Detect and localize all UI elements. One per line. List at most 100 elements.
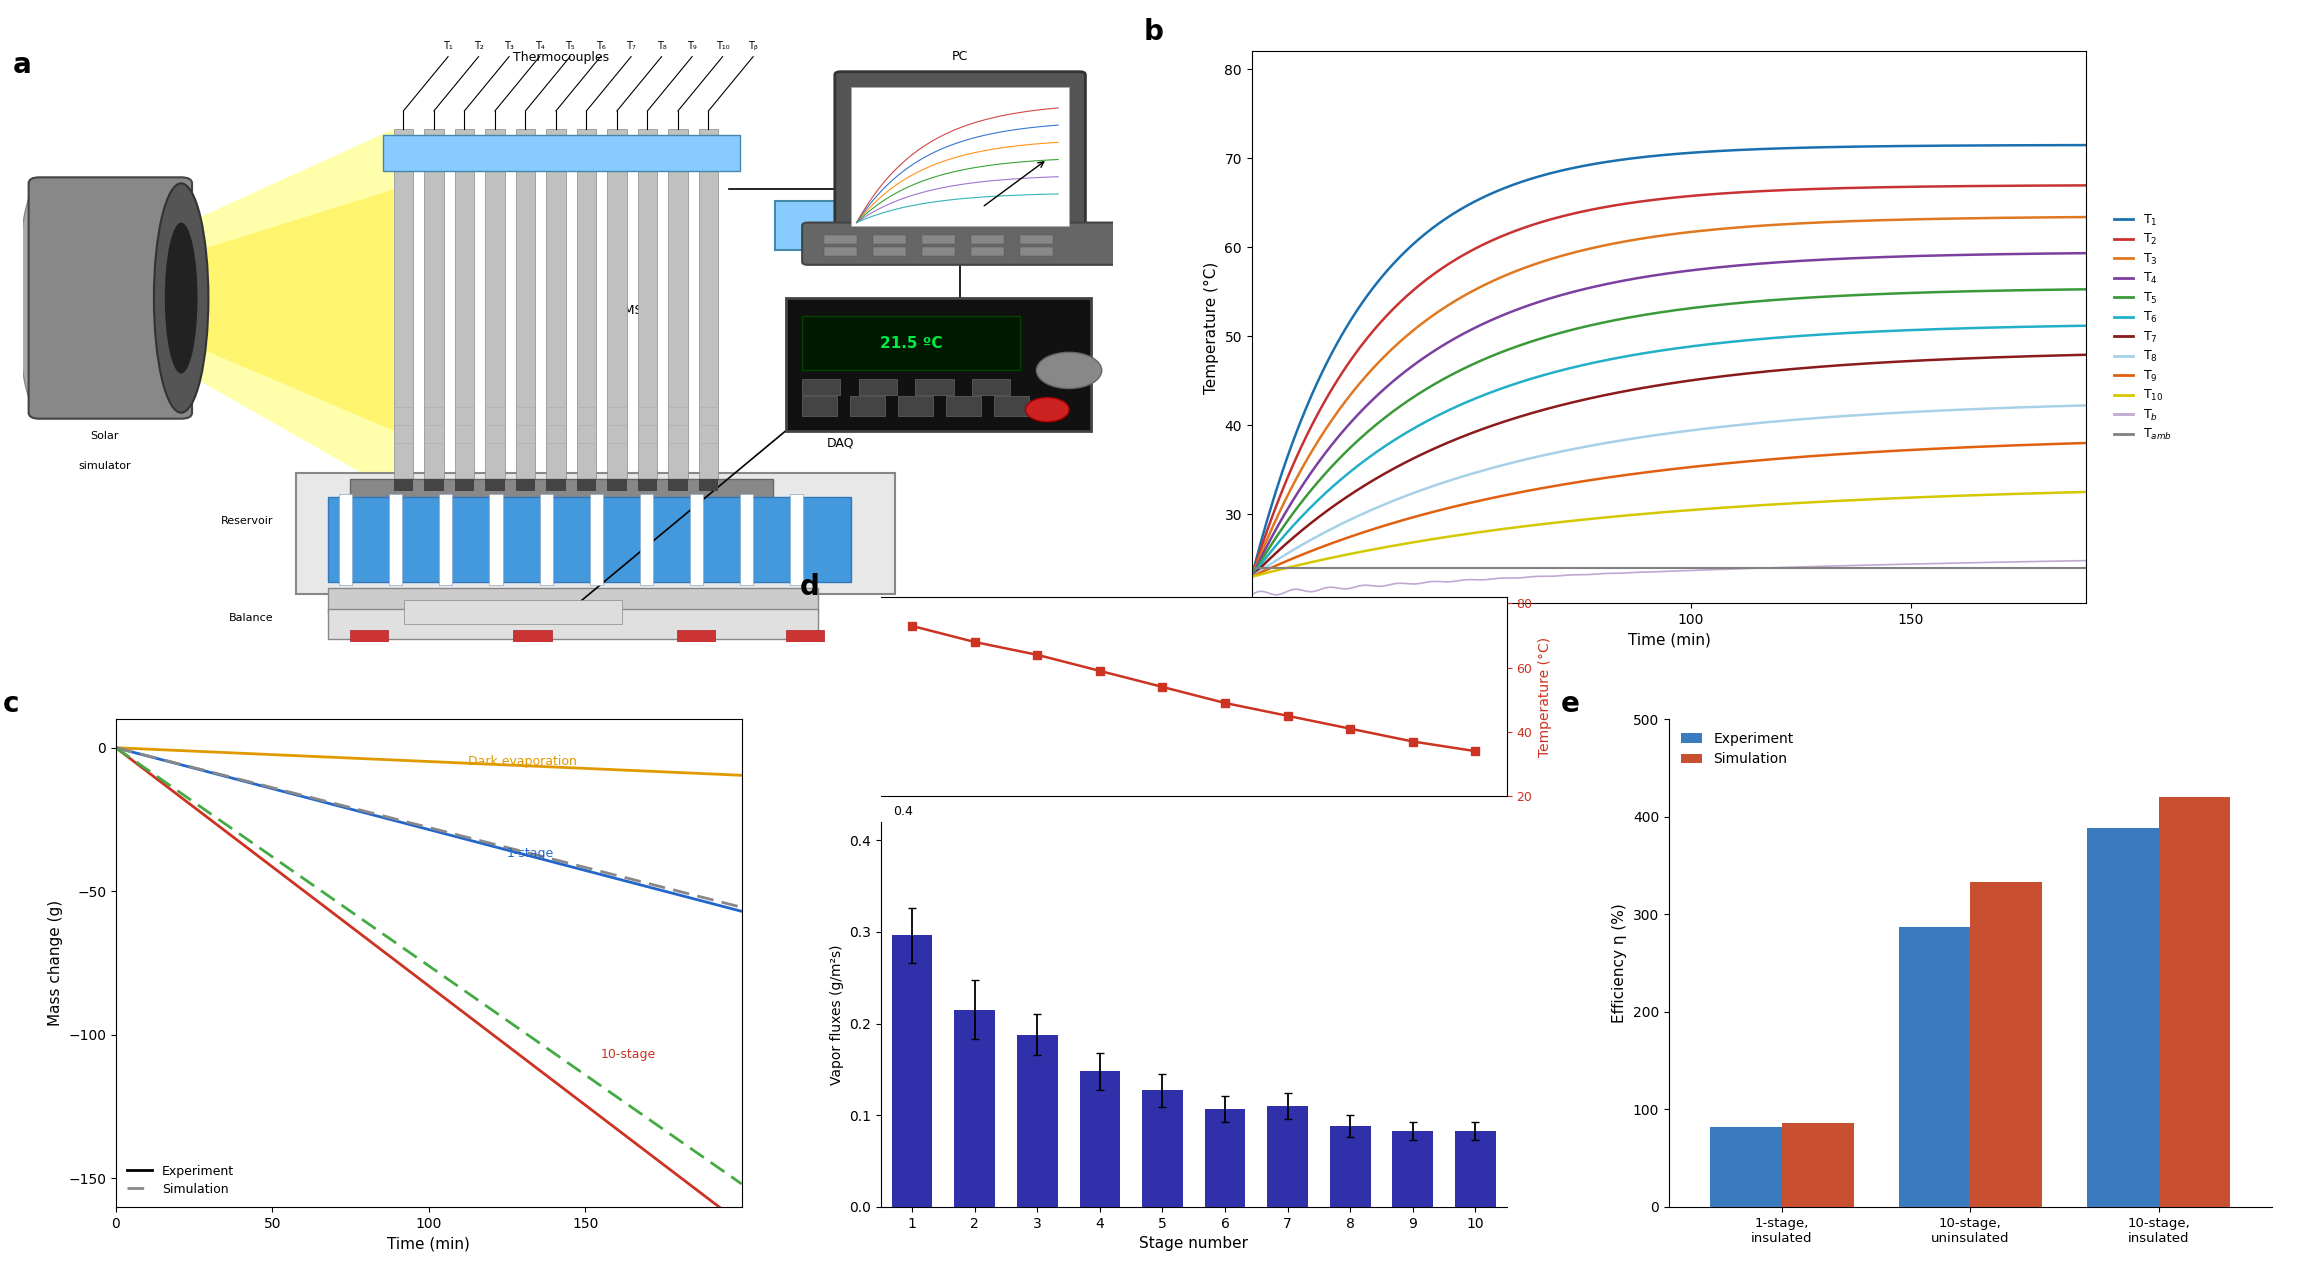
Bar <box>403 600 621 624</box>
Bar <box>640 494 654 584</box>
Bar <box>329 588 818 612</box>
Bar <box>424 479 443 492</box>
Bar <box>1456 1131 1495 1207</box>
Text: T₃: T₃ <box>503 41 515 50</box>
Bar <box>971 235 1004 244</box>
Bar <box>577 479 596 492</box>
Bar <box>946 397 981 416</box>
Bar <box>892 936 932 1207</box>
Bar <box>2158 797 2230 1207</box>
Bar <box>637 128 658 492</box>
Text: 0.4: 0.4 <box>892 805 913 818</box>
Text: T₁: T₁ <box>443 41 452 50</box>
Text: T₁₀: T₁₀ <box>716 41 730 50</box>
Bar <box>691 494 702 584</box>
Bar <box>739 494 753 584</box>
Bar <box>1205 1109 1245 1207</box>
Text: PC: PC <box>953 50 969 63</box>
Ellipse shape <box>153 184 209 412</box>
Text: Tᵦ: Tᵦ <box>749 41 758 50</box>
Y-axis label: Vapor fluxes (g/m²s): Vapor fluxes (g/m²s) <box>830 944 844 1085</box>
Bar <box>394 128 413 492</box>
Bar <box>454 128 475 492</box>
Bar <box>668 479 688 492</box>
Text: b: b <box>1143 18 1164 46</box>
Bar <box>489 494 503 584</box>
Polygon shape <box>181 128 394 492</box>
Bar <box>1898 927 1970 1207</box>
Bar <box>424 128 443 492</box>
Text: 10-stage: 10-stage <box>600 1048 656 1061</box>
Bar <box>971 380 1011 394</box>
Bar <box>1970 882 2042 1207</box>
Bar <box>923 247 955 256</box>
Text: 21.5 ºC: 21.5 ºC <box>881 336 943 351</box>
Circle shape <box>1025 398 1069 421</box>
Bar <box>874 247 906 256</box>
Text: DAQ: DAQ <box>828 437 853 449</box>
Circle shape <box>1036 352 1101 389</box>
Bar <box>923 235 955 244</box>
Bar <box>1080 1071 1120 1207</box>
Text: simulator: simulator <box>79 461 132 471</box>
Bar <box>329 497 851 582</box>
X-axis label: Time (min): Time (min) <box>1627 633 1711 647</box>
Text: 1-stage: 1-stage <box>508 847 554 860</box>
Legend: T$_1$, T$_2$, T$_3$, T$_4$, T$_5$, T$_6$, T$_7$, T$_8$, T$_9$, T$_{10}$, T$_b$, : T$_1$, T$_2$, T$_3$, T$_4$, T$_5$, T$_6$… <box>2109 208 2177 447</box>
Y-axis label: Efficiency η (%): Efficiency η (%) <box>1613 903 1627 1023</box>
Bar <box>851 397 885 416</box>
Ellipse shape <box>19 184 60 412</box>
Legend: Experiment, Simulation: Experiment, Simulation <box>1676 725 1799 772</box>
Bar <box>851 87 1069 226</box>
Bar <box>607 128 626 492</box>
Bar <box>515 479 535 492</box>
Text: T₈: T₈ <box>656 41 668 50</box>
Bar <box>329 609 818 639</box>
Bar <box>1020 247 1052 256</box>
Bar <box>897 397 932 416</box>
Bar <box>677 630 714 642</box>
Bar <box>874 235 906 244</box>
Y-axis label: Temperature (°C): Temperature (°C) <box>1537 637 1553 756</box>
Bar <box>540 494 552 584</box>
Bar <box>786 298 1092 430</box>
Bar <box>2086 828 2158 1207</box>
Bar <box>790 494 804 584</box>
Bar <box>607 479 626 492</box>
Ellipse shape <box>165 222 197 374</box>
Bar <box>394 479 413 492</box>
Bar <box>440 494 452 584</box>
FancyBboxPatch shape <box>834 72 1085 235</box>
Bar <box>1393 1131 1433 1207</box>
Text: a: a <box>12 50 30 78</box>
Bar <box>1783 1124 1854 1207</box>
Text: T₇: T₇ <box>626 41 635 50</box>
X-axis label: Time (min): Time (min) <box>387 1236 471 1251</box>
Bar <box>802 397 837 416</box>
Bar <box>547 128 566 492</box>
Bar <box>637 479 658 492</box>
Y-axis label: Mass change (g): Mass change (g) <box>49 900 63 1026</box>
Bar <box>454 479 475 492</box>
Bar <box>802 380 839 394</box>
Text: T₂: T₂ <box>473 41 484 50</box>
Bar <box>382 135 739 171</box>
Bar <box>577 128 596 492</box>
Y-axis label: Temperature (°C): Temperature (°C) <box>1203 262 1219 393</box>
Bar <box>786 630 823 642</box>
Text: T₄: T₄ <box>535 41 545 50</box>
Legend: Experiment, Simulation: Experiment, Simulation <box>123 1159 239 1201</box>
Bar <box>589 494 603 584</box>
Bar <box>698 128 719 492</box>
Bar <box>774 202 862 249</box>
Bar <box>1711 1127 1783 1207</box>
Text: TMSS: TMSS <box>617 303 651 317</box>
Text: T₆: T₆ <box>596 41 605 50</box>
Text: Thermocouples: Thermocouples <box>512 50 610 64</box>
Bar <box>916 380 953 394</box>
Bar <box>994 397 1029 416</box>
Text: Solar: Solar <box>90 430 118 440</box>
Bar <box>389 494 403 584</box>
Bar <box>823 247 858 256</box>
Bar <box>1143 1090 1182 1207</box>
